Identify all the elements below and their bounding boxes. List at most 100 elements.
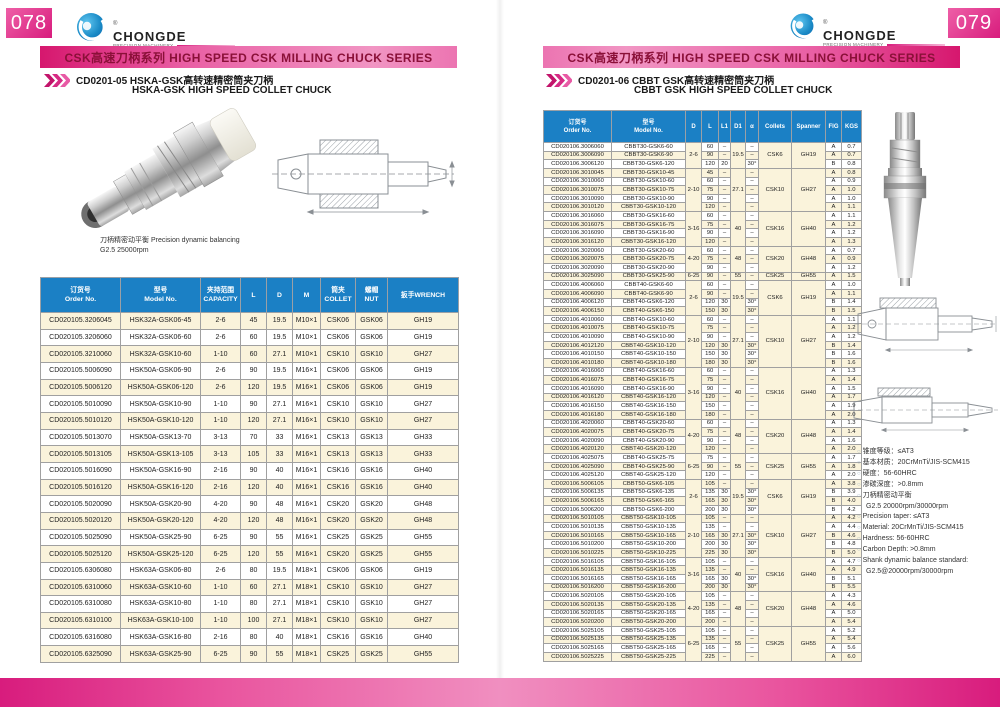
cell: CBBT50-GSK6-105 <box>611 479 686 489</box>
cell: CD020105.6325090 <box>40 645 121 663</box>
cell: 105 <box>701 625 719 636</box>
cell: – <box>745 591 759 601</box>
cell: 0.7 <box>841 150 862 161</box>
cell: 40 <box>730 366 746 420</box>
cell: CBBT30-GSK20-60 <box>611 245 686 256</box>
cell: 80 <box>240 595 267 613</box>
cell: 1-10 <box>200 411 241 430</box>
globe-logo-icon <box>77 13 106 41</box>
chevron-triple-icon <box>44 74 70 87</box>
table-row: CD020105.6306080 HSK63A-GSK06-80 2-6 80 19.5… <box>40 561 459 580</box>
cell: – <box>745 634 759 645</box>
column-header: α <box>745 110 759 143</box>
cell: 45 <box>240 312 267 330</box>
cell: CD020106.3006060 <box>543 142 612 152</box>
column-header: D1 <box>730 110 746 143</box>
cell: 200 <box>701 582 719 593</box>
cell: GH19 <box>387 312 459 330</box>
cell: 40 <box>266 628 293 647</box>
note-line: ○ Precision taper: ≤AT3 <box>857 513 930 521</box>
note-line: G2.5 20000rpm/30000rpm <box>866 502 949 510</box>
cell: GH27 <box>387 345 459 363</box>
cell: CBBT50-GSK6-135 <box>611 487 686 498</box>
table-row: CD020105.6325090 HSK63A-GSK25-90 6-25 90 55 M… <box>40 645 459 663</box>
cell: CSK25 <box>758 271 792 282</box>
cell: CD020106.4010075 <box>543 323 612 334</box>
cell: – <box>745 228 759 239</box>
cell: A <box>825 565 842 576</box>
cell: 4-20 <box>685 591 702 627</box>
cell: CBBT40-GSK25-90 <box>611 461 686 472</box>
cell: CD020106.4006120 <box>543 297 612 308</box>
column-header: 夹持范围 CAPACITY <box>200 277 241 313</box>
cell: 120 <box>240 411 267 430</box>
page-number: 079 <box>948 8 1000 38</box>
cell: B <box>825 340 842 351</box>
cell: CD020106.5025225 <box>543 651 612 663</box>
cell: CD020106.3020090 <box>543 262 612 273</box>
cell: A <box>825 228 842 239</box>
cell: A <box>825 375 842 385</box>
table-row: CD020105.5016090 HSK50A-GSK16-90 2-16 90 40 M… <box>40 461 459 480</box>
column-header: FIG <box>825 110 842 143</box>
cell: 60 <box>701 314 719 325</box>
cell: 1.0 <box>841 280 862 290</box>
cell: A <box>825 625 842 636</box>
cell: 0.8 <box>841 167 862 178</box>
cell: CBBT40-GSK20-90 <box>611 435 686 446</box>
cell: CBBT30-GSK16-90 <box>611 228 686 239</box>
cell: – <box>745 193 759 204</box>
cell: M16×1 <box>292 428 321 447</box>
cell: 1.1 <box>841 211 862 221</box>
cell: 30 <box>718 504 731 515</box>
table-row: CD020106.5020105 CBBT50-GSK20-105 4-20 105–… <box>543 591 862 627</box>
cell: 1-10 <box>200 595 241 613</box>
cell: – <box>745 271 759 282</box>
cell: GSK10 <box>355 611 388 630</box>
cell: 80 <box>240 561 267 580</box>
cell: A <box>825 591 842 601</box>
cell: 105 <box>240 445 267 463</box>
cell: GH48 <box>387 511 459 530</box>
note-line: ○ Carbon Depth: >0.8mm <box>857 546 936 554</box>
table-row: CD020105.5010090 HSK50A-GSK10-90 1-10 90 27.… <box>40 395 459 413</box>
table-row: CD020106.3006060 CBBT30-GSK6-60 2-6 60–19.5… <box>543 142 862 169</box>
cell: CD020105.6310100 <box>40 611 121 630</box>
cell: B <box>825 530 842 541</box>
cell: – <box>745 556 759 567</box>
cell: 90 <box>701 262 719 273</box>
cell: – <box>745 643 759 653</box>
cell: – <box>718 193 731 204</box>
cell: A <box>825 453 842 463</box>
cell: CBBT50-GSK10-225 <box>611 548 686 558</box>
cell: 120 <box>240 378 267 397</box>
cell: A <box>825 254 842 264</box>
caption-line-1: 刀柄精密动平衡 Precision dynamic balancing <box>100 237 240 244</box>
cell: 27.1 <box>266 611 293 630</box>
cell: CD020105.5010120 <box>40 411 121 430</box>
cell: – <box>718 176 731 187</box>
cell: GH48 <box>387 495 459 513</box>
cell: 30° <box>745 340 759 351</box>
cell: GSK16 <box>355 628 388 647</box>
section-title-zh: CD0201-05 HSKA-GSK高转速精密筒夹刀柄 <box>76 76 274 87</box>
cell: 90 <box>240 495 267 513</box>
cell: CD020106.5016105 <box>543 556 612 567</box>
cell: 75 <box>701 453 719 463</box>
cell: 4-20 <box>200 495 241 513</box>
cell: CBBT50-GSK10-165 <box>611 530 686 541</box>
cell: A <box>825 409 842 420</box>
cell: CSK16 <box>320 478 356 497</box>
cell: CBBT50-GSK16-105 <box>611 556 686 567</box>
cell: CBBT50-GSK10-105 <box>611 513 686 524</box>
note-line: ○ Hardness: 56-60HRC <box>857 535 930 543</box>
cell: B <box>825 504 842 515</box>
cell: A <box>825 461 842 472</box>
cell: – <box>745 599 759 610</box>
table-row: CD020106.4020060 CBBT40-GSK20-60 4-20 60–48… <box>543 418 862 455</box>
cell: 2-10 <box>685 167 702 213</box>
column-header: 订货号 Order No. <box>40 277 121 313</box>
cell: 1.3 <box>841 366 862 377</box>
cell: CBBT40-GSK6-90 <box>611 288 686 299</box>
